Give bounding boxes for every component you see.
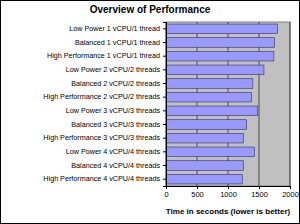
y-tick-mark [163,42,166,43]
y-tick: Low Power 2 vCPU/2 threads [66,65,166,74]
y-tick-label: High Performance 2 vCPU/2 threads [43,92,160,101]
x-tick-label: 1500 [251,190,268,199]
grid [166,22,290,186]
y-tick-label: Low Power 4 vCPU/4 threads [66,147,161,156]
y-tick-mark [163,165,166,166]
y-tick-mark [163,179,166,180]
bar [166,106,258,116]
bar [166,92,252,102]
bar [166,79,253,89]
y-tick-label: High Performance 4 vCPU/4 threads [43,174,160,183]
y-tick: Balanced 2 vCPU/2 threads [71,79,166,88]
chart: Overview of Performance 0 500 1000 1500 2000 L… [0,0,300,224]
plot-background [166,22,290,186]
y-axis-line [163,23,167,187]
x-tick: 500 [191,186,204,199]
x-tick-label: 0 [164,190,168,199]
title: Overview of Performance [90,4,211,15]
x-tick: 1500 [251,186,268,199]
y-tick-label: Balanced 4 vCPU/4 threads [71,161,160,170]
y-tick-label: Balanced 2 vCPU/2 threads [71,79,160,88]
y-tick-mark [163,83,166,84]
y-tick-label: Balanced 1 vCPU/1 thread [75,38,160,47]
bar [166,51,274,61]
grid-line [290,22,291,186]
plot: 0 500 1000 1500 2000 Low Power 1 vCPU/1 threa… [43,22,299,199]
x-tick: 2000 [282,186,299,199]
y-tick-mark [163,97,166,98]
y-tick-label: Low Power 2 vCPU/2 threads [66,65,161,74]
y-tick: Balanced 1 vCPU/1 thread [75,38,166,47]
x-tick-mark [197,186,198,189]
y-tick-mark [163,56,166,57]
x-tick-label: 1000 [220,190,237,199]
y-tick-mark [163,151,166,152]
x-axis: 0 500 1000 1500 2000 [164,186,298,199]
y-tick: High Performance 2 vCPU/2 threads [43,92,166,101]
bar [166,120,247,130]
y-tick-mark [163,28,166,29]
bar [166,174,242,184]
y-tick: High Performance 3 vCPU/3 threads [43,133,166,142]
x-axis-title: Time in seconds (lower is better) [166,207,291,216]
x-tick-mark [290,186,291,189]
x-tick-label: 2000 [282,190,299,199]
y-tick: Low Power 1 vCPU/1 thread [69,24,166,33]
bar [166,147,255,157]
x-tick: 1000 [220,186,237,199]
y-tick-mark [163,138,166,139]
y-tick: Balanced 3 vCPU/3 threads [71,120,166,129]
y-tick-label: Low Power 1 vCPU/1 thread [69,24,160,33]
y-tick: High Performance 4 vCPU/4 threads [43,174,166,183]
y-tick: Balanced 4 vCPU/4 threads [71,161,166,170]
y-tick-label: High Performance 3 vCPU/3 threads [43,133,160,142]
x-tick-mark [259,186,260,189]
y-tick-mark [163,69,166,70]
y-tick-label: High Performance 1 vCPU/1 thread [47,51,160,60]
y-tick: Low Power 4 vCPU/4 threads [66,147,166,156]
bar [166,161,244,171]
bar [166,24,278,34]
bar [166,38,275,48]
y-tick: Low Power 3 vCPU/3 threads [66,106,166,115]
chart-border [1,1,300,224]
y-tick-mark [163,124,166,125]
y-tick: High Performance 1 vCPU/1 thread [47,51,166,60]
x-tick-label: 500 [191,190,204,199]
bars [166,24,278,184]
y-tick-label: Balanced 3 vCPU/3 threads [71,120,160,129]
bar [166,65,264,75]
y-axis: Low Power 1 vCPU/1 thread Balanced 1 vCPU… [43,23,166,187]
x-tick-mark [228,186,229,189]
y-tick-mark [163,110,166,111]
y-tick-label: Low Power 3 vCPU/3 threads [66,106,161,115]
x-tick: 0 [164,186,168,199]
bar [166,133,244,143]
x-axis-line [167,187,291,190]
